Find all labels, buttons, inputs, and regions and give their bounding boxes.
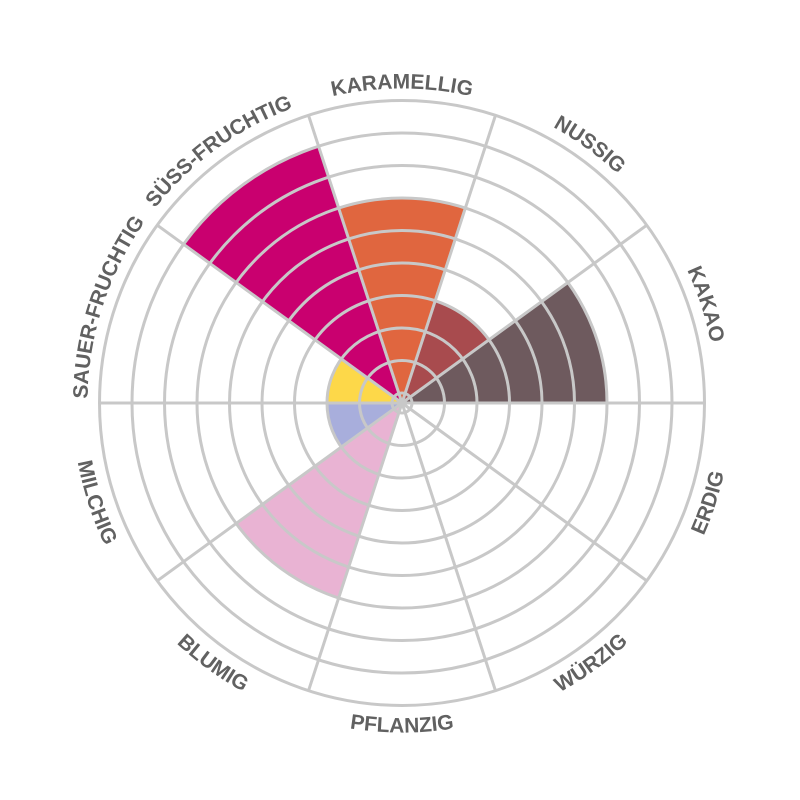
sector-blumig [236, 403, 402, 598]
grid-spoke [156, 223, 403, 405]
category-label: KARAMELLIG [329, 70, 475, 101]
sector-kakao [402, 282, 607, 403]
grid-spoke [307, 402, 404, 692]
sector-karamellig [338, 198, 466, 403]
category-label: SAUER-FRUCHTIG [69, 212, 149, 399]
category-label: KAKAO [682, 263, 728, 344]
category-label: ERDIG [687, 468, 729, 537]
grid-spoke [401, 401, 648, 583]
grid-spoke [156, 401, 403, 583]
category-label: PFLANZIG [349, 711, 455, 738]
grid-spoke [400, 402, 497, 692]
grid-spoke [401, 223, 648, 405]
grid-spoke [307, 114, 404, 404]
category-label: MILCHIG [73, 458, 122, 548]
sector-süss-fruchtig [183, 146, 402, 404]
grid-spoke [400, 114, 497, 404]
sector-nussig [402, 300, 489, 403]
